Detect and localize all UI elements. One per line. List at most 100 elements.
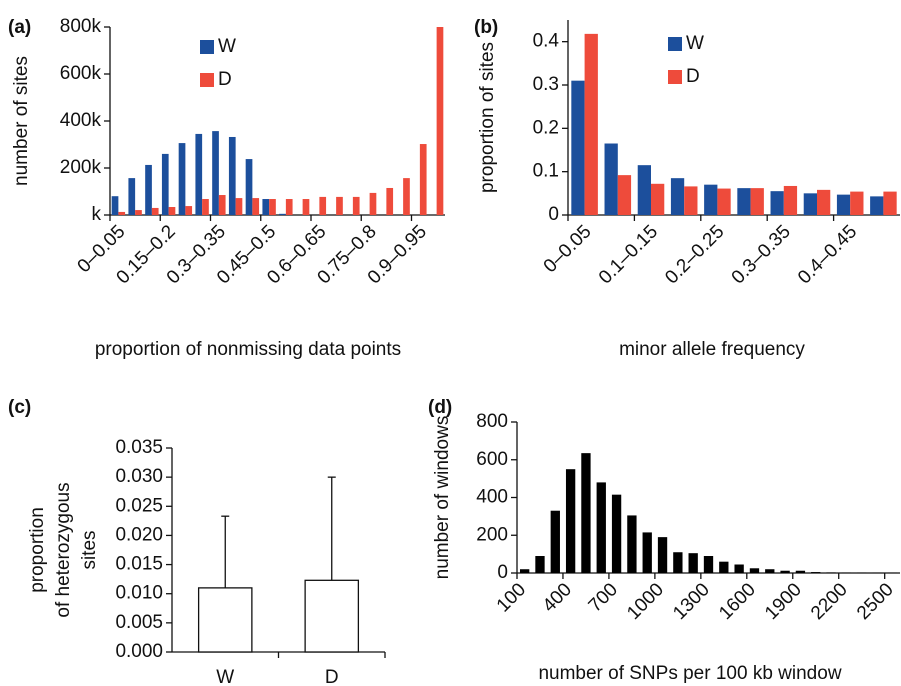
- bar: [719, 561, 729, 573]
- bar: [436, 27, 444, 215]
- x-tick-label: 0.3–0.35: [728, 221, 795, 288]
- x-tick-label: 0.4–0.45: [794, 221, 861, 288]
- panel-label: (a): [8, 17, 31, 38]
- bar: [883, 191, 897, 215]
- bar: [168, 207, 176, 215]
- x-tick-label: 1000: [623, 579, 668, 624]
- legend-label: W: [686, 33, 704, 54]
- panel-label: (b): [474, 17, 498, 38]
- bar: [336, 196, 343, 215]
- bar: [783, 185, 798, 215]
- y-axis-label: proportion: [27, 507, 48, 593]
- x-tick-label: 2500: [853, 579, 898, 624]
- y-tick-label: 0.3: [533, 74, 559, 95]
- bar: [279, 213, 286, 215]
- y-tick-label: 0.030: [115, 466, 163, 487]
- x-tick-label: 400: [539, 579, 576, 616]
- x-tick-label: 0.2–0.25: [661, 221, 728, 288]
- bar: [135, 210, 142, 215]
- bar: [178, 143, 186, 215]
- bar: [795, 570, 806, 573]
- bar: [673, 552, 683, 573]
- bar: [550, 510, 560, 573]
- y-axis-label: sites: [79, 530, 100, 569]
- bar: [734, 564, 744, 573]
- legend-swatch: [668, 37, 682, 51]
- bar: [352, 196, 360, 215]
- x-axis-label: number of SNPs per 100 kb window: [538, 663, 841, 684]
- bar: [581, 453, 591, 573]
- x-tick-label: 100: [493, 579, 530, 616]
- bar: [369, 192, 377, 215]
- bar: [571, 80, 585, 216]
- x-axis-label: proportion of nonmissing data points: [95, 339, 401, 360]
- y-tick-label: 0: [548, 204, 559, 225]
- y-tick-label: 200k: [60, 157, 102, 178]
- bar: [703, 556, 714, 573]
- x-axis-label: minor allele frequency: [619, 339, 805, 360]
- bar: [850, 191, 864, 215]
- bar: [750, 188, 764, 215]
- y-tick-label: 800k: [60, 16, 102, 37]
- bar: [817, 189, 831, 215]
- y-tick-label: 0.005: [115, 612, 163, 633]
- bar: [285, 199, 293, 215]
- y-tick-label: 0.000: [115, 641, 163, 662]
- bar: [870, 196, 884, 215]
- bar: [826, 572, 836, 573]
- bar: [770, 191, 784, 215]
- bar: [780, 570, 790, 573]
- y-axis-label: number of windows: [432, 416, 453, 580]
- bar: [111, 196, 119, 215]
- y-tick-label: 0.4: [533, 31, 560, 52]
- y-tick-label: 0.2: [533, 117, 559, 138]
- x-tick-label: 1900: [761, 579, 806, 624]
- bar: [245, 159, 253, 215]
- bar: [627, 515, 637, 573]
- bar: [604, 143, 618, 215]
- y-tick-label: 0: [497, 562, 508, 583]
- bar: [596, 482, 606, 573]
- bar: [151, 207, 159, 215]
- bar: [195, 133, 203, 215]
- y-tick-label: 600k: [60, 63, 102, 84]
- bar: [684, 186, 698, 215]
- bar: [185, 206, 193, 215]
- bar: [765, 569, 775, 573]
- bar: [520, 569, 530, 573]
- bar: [235, 198, 243, 215]
- bar: [657, 537, 668, 573]
- panel-label: (d): [428, 397, 452, 418]
- legend-swatch: [200, 40, 214, 54]
- y-tick-label: 600: [476, 449, 508, 470]
- y-tick-label: 0.025: [115, 495, 163, 516]
- y-tick-label: 200: [476, 524, 508, 545]
- bar: [145, 164, 152, 215]
- bar: [269, 199, 276, 215]
- bar: [212, 131, 219, 215]
- legend-label: W: [218, 36, 236, 57]
- x-tick-label: 700: [585, 579, 622, 616]
- bar: [262, 199, 270, 215]
- y-tick-label: 0.1: [533, 161, 559, 182]
- x-tick-label: W: [216, 667, 234, 686]
- bar: [611, 494, 622, 573]
- y-tick-label: 400k: [60, 110, 102, 131]
- bar: [386, 187, 394, 215]
- bar: [651, 183, 665, 215]
- legend-label: D: [686, 66, 700, 87]
- panel-label: (c): [8, 397, 31, 418]
- y-axis-label: of heterozygous: [53, 482, 74, 617]
- bar: [637, 165, 651, 215]
- bar: [535, 556, 545, 573]
- bar: [161, 153, 169, 215]
- bar: [737, 188, 751, 215]
- bar: [403, 178, 410, 215]
- y-tick-label: 400: [476, 487, 508, 508]
- bar: [688, 553, 698, 573]
- x-tick-label: 2200: [807, 579, 852, 624]
- bar: [252, 198, 260, 215]
- x-tick-label: D: [325, 667, 339, 686]
- bar: [202, 199, 209, 215]
